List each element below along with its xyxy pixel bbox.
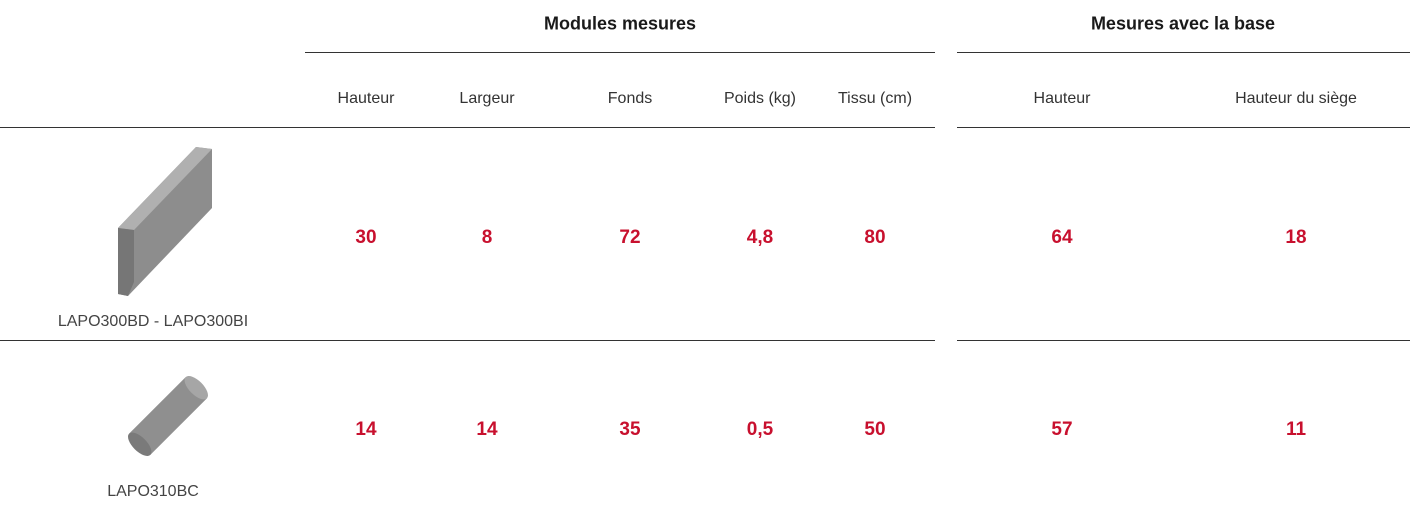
- cell-value: 11: [1286, 419, 1306, 441]
- cell-value: 35: [619, 419, 640, 441]
- product-code: LAPO300BD - LAPO300BI: [58, 313, 248, 331]
- column-header: Tissu (cm): [838, 90, 912, 108]
- cell-value: 30: [355, 227, 376, 249]
- cell-value: 4,8: [747, 227, 773, 249]
- cylinder: [124, 372, 212, 460]
- cell-value: 8: [482, 227, 493, 249]
- rule: [957, 52, 1410, 53]
- column-header: Hauteur: [1034, 90, 1091, 108]
- group-header: Mesures avec la base: [1091, 14, 1275, 35]
- group-header: Modules mesures: [544, 14, 696, 35]
- cell-value: 80: [864, 227, 885, 249]
- column-header: Hauteur: [338, 90, 395, 108]
- page: Modules mesures Mesures avec la base Haute…: [0, 0, 1414, 511]
- cell-value: 72: [619, 227, 640, 249]
- column-header: Fonds: [608, 90, 652, 108]
- cell-value: 64: [1051, 227, 1072, 249]
- column-header: Hauteur du siège: [1235, 90, 1357, 108]
- slab-side: [118, 228, 134, 296]
- cell-value: 14: [355, 419, 376, 441]
- product-code: LAPO310BC: [107, 483, 199, 501]
- column-header: Poids (kg): [724, 90, 796, 108]
- cell-value: 14: [476, 419, 497, 441]
- rule: [305, 52, 935, 53]
- rule: [957, 340, 1410, 341]
- column-header: Largeur: [459, 90, 514, 108]
- cell-value: 50: [864, 419, 885, 441]
- cell-value: 0,5: [747, 419, 773, 441]
- cell-value: 18: [1285, 227, 1306, 249]
- cell-value: 57: [1051, 419, 1072, 441]
- product-images: [0, 0, 300, 511]
- rule: [957, 127, 1410, 128]
